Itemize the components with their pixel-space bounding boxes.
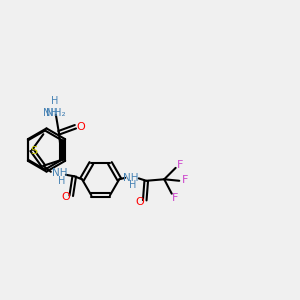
Text: F: F xyxy=(177,160,183,170)
Text: F: F xyxy=(182,175,188,185)
Text: H: H xyxy=(51,96,58,106)
Text: F: F xyxy=(172,193,178,203)
Text: H: H xyxy=(58,176,65,186)
Text: O: O xyxy=(61,192,70,202)
Text: NH: NH xyxy=(52,168,68,178)
Text: H: H xyxy=(129,180,136,190)
Text: NH: NH xyxy=(43,108,57,118)
Text: NH: NH xyxy=(124,173,139,183)
Text: S: S xyxy=(30,146,37,157)
Text: O: O xyxy=(76,122,85,132)
Text: O: O xyxy=(135,197,144,207)
Text: NH₂: NH₂ xyxy=(46,108,66,118)
